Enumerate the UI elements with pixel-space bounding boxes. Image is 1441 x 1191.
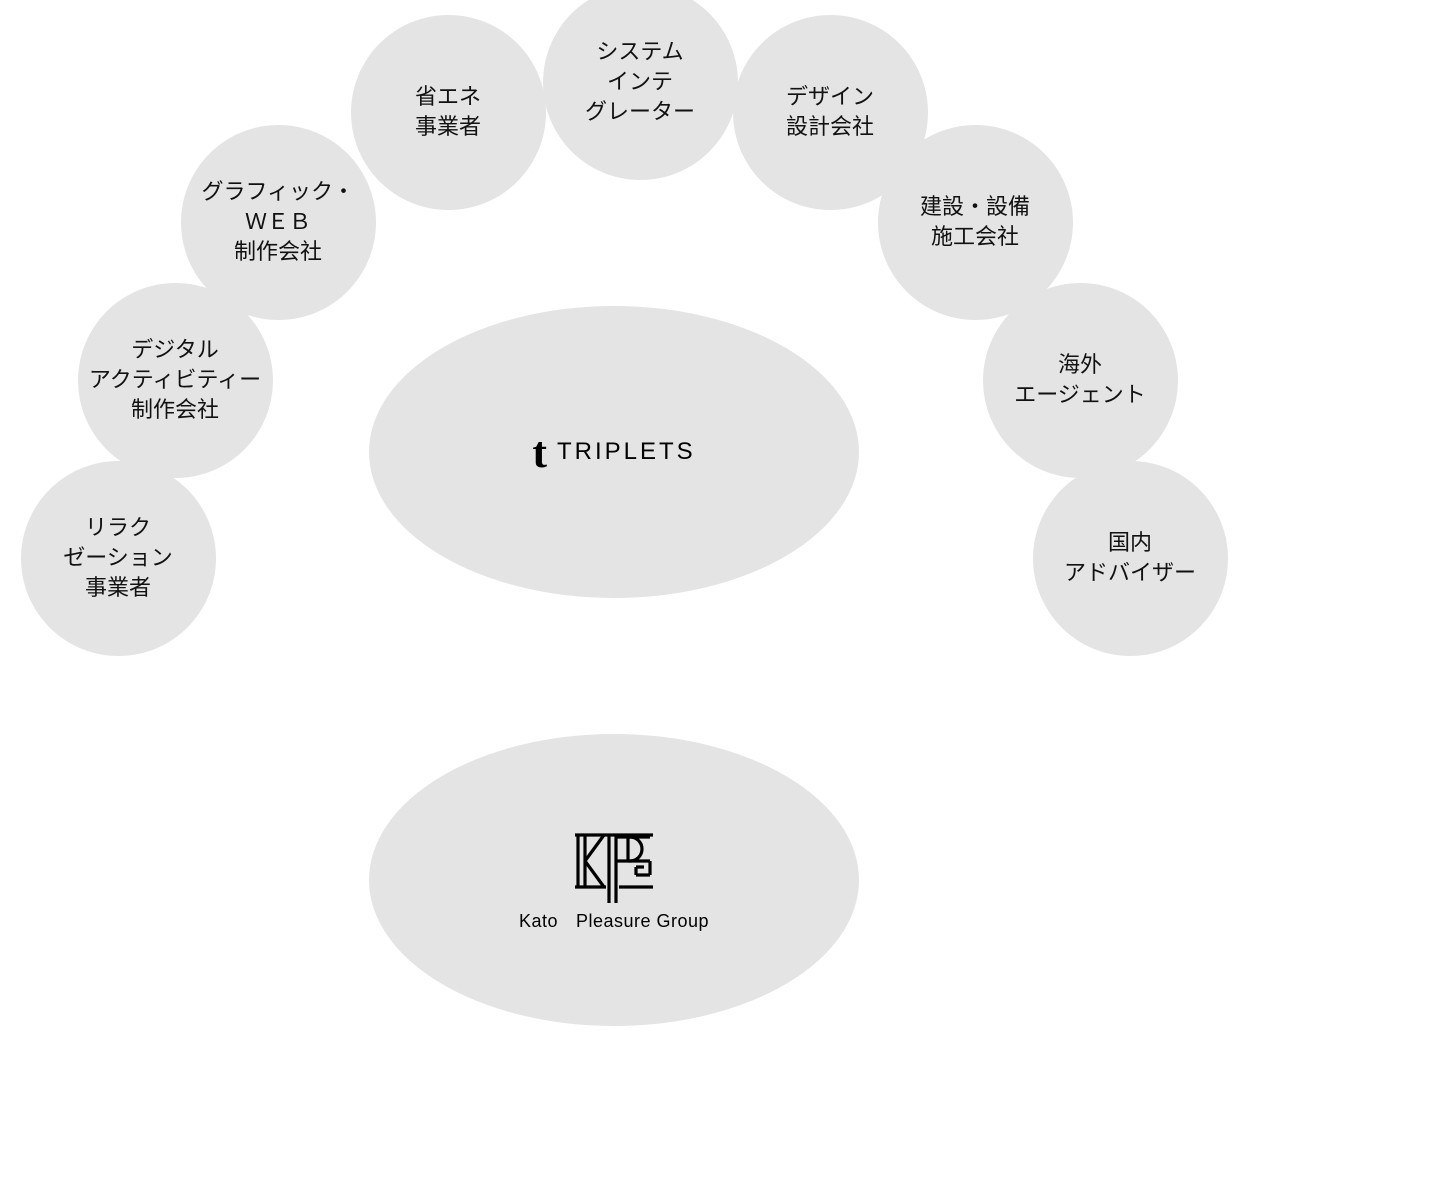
- partner-node-line: 国内: [1108, 528, 1152, 558]
- kpg-org-name: Kato Pleasure Group: [519, 911, 709, 932]
- kpg-name-right: Pleasure Group: [576, 911, 709, 931]
- partner-node-line: 建設・設備: [920, 192, 1030, 222]
- kpg-logo-icon: [572, 829, 656, 903]
- partner-node-line: ＷＥＢ: [245, 207, 311, 237]
- partner-node-line: リラク: [85, 513, 151, 543]
- partner-node-line: 省エネ: [415, 82, 481, 112]
- lower-ellipse-kpg: Kato Pleasure Group: [369, 734, 859, 1026]
- center-ellipse-triplets: t TRIPLETS: [369, 306, 859, 598]
- partner-node-graphic-web: グラフィック・ＷＥＢ制作会社: [181, 125, 376, 320]
- kpg-name-left: Kato: [519, 911, 558, 931]
- partner-node-line: グラフィック・: [201, 177, 354, 207]
- partner-node-line: デザイン: [786, 82, 874, 112]
- partner-node-line: エージェント: [1014, 380, 1146, 410]
- partner-node-line: 海外: [1058, 350, 1102, 380]
- partner-node-relaxation: リラクゼーション事業者: [21, 461, 216, 656]
- partner-node-overseas-agent: 海外エージェント: [983, 283, 1178, 478]
- partner-node-line: アクティビティー: [89, 365, 261, 395]
- partner-node-line: 事業者: [85, 573, 151, 603]
- partner-node-domestic-advisor: 国内アドバイザー: [1033, 461, 1228, 656]
- partner-node-line: 制作会社: [131, 395, 219, 425]
- partner-node-line: 事業者: [415, 112, 481, 142]
- triplets-label: TRIPLETS: [557, 438, 696, 466]
- partner-node-line: ゼーション: [63, 543, 173, 573]
- triplets-logo-icon: t: [532, 427, 547, 478]
- partner-node-line: 施工会社: [931, 222, 1019, 252]
- partner-node-line: グレーター: [585, 97, 695, 127]
- partner-node-line: 制作会社: [234, 237, 322, 267]
- partner-node-line: システム: [596, 37, 683, 67]
- partner-node-system-integrator: システムインテグレーター: [543, 0, 738, 180]
- diagram-canvas: t TRIPLETS: [0, 0, 1441, 1191]
- partner-node-energy-saving: 省エネ事業者: [351, 15, 546, 210]
- partner-node-line: デジタル: [131, 335, 219, 365]
- partner-node-line: 設計会社: [786, 112, 874, 142]
- partner-node-line: アドバイザー: [1064, 558, 1196, 588]
- partner-node-line: インテ: [607, 67, 673, 97]
